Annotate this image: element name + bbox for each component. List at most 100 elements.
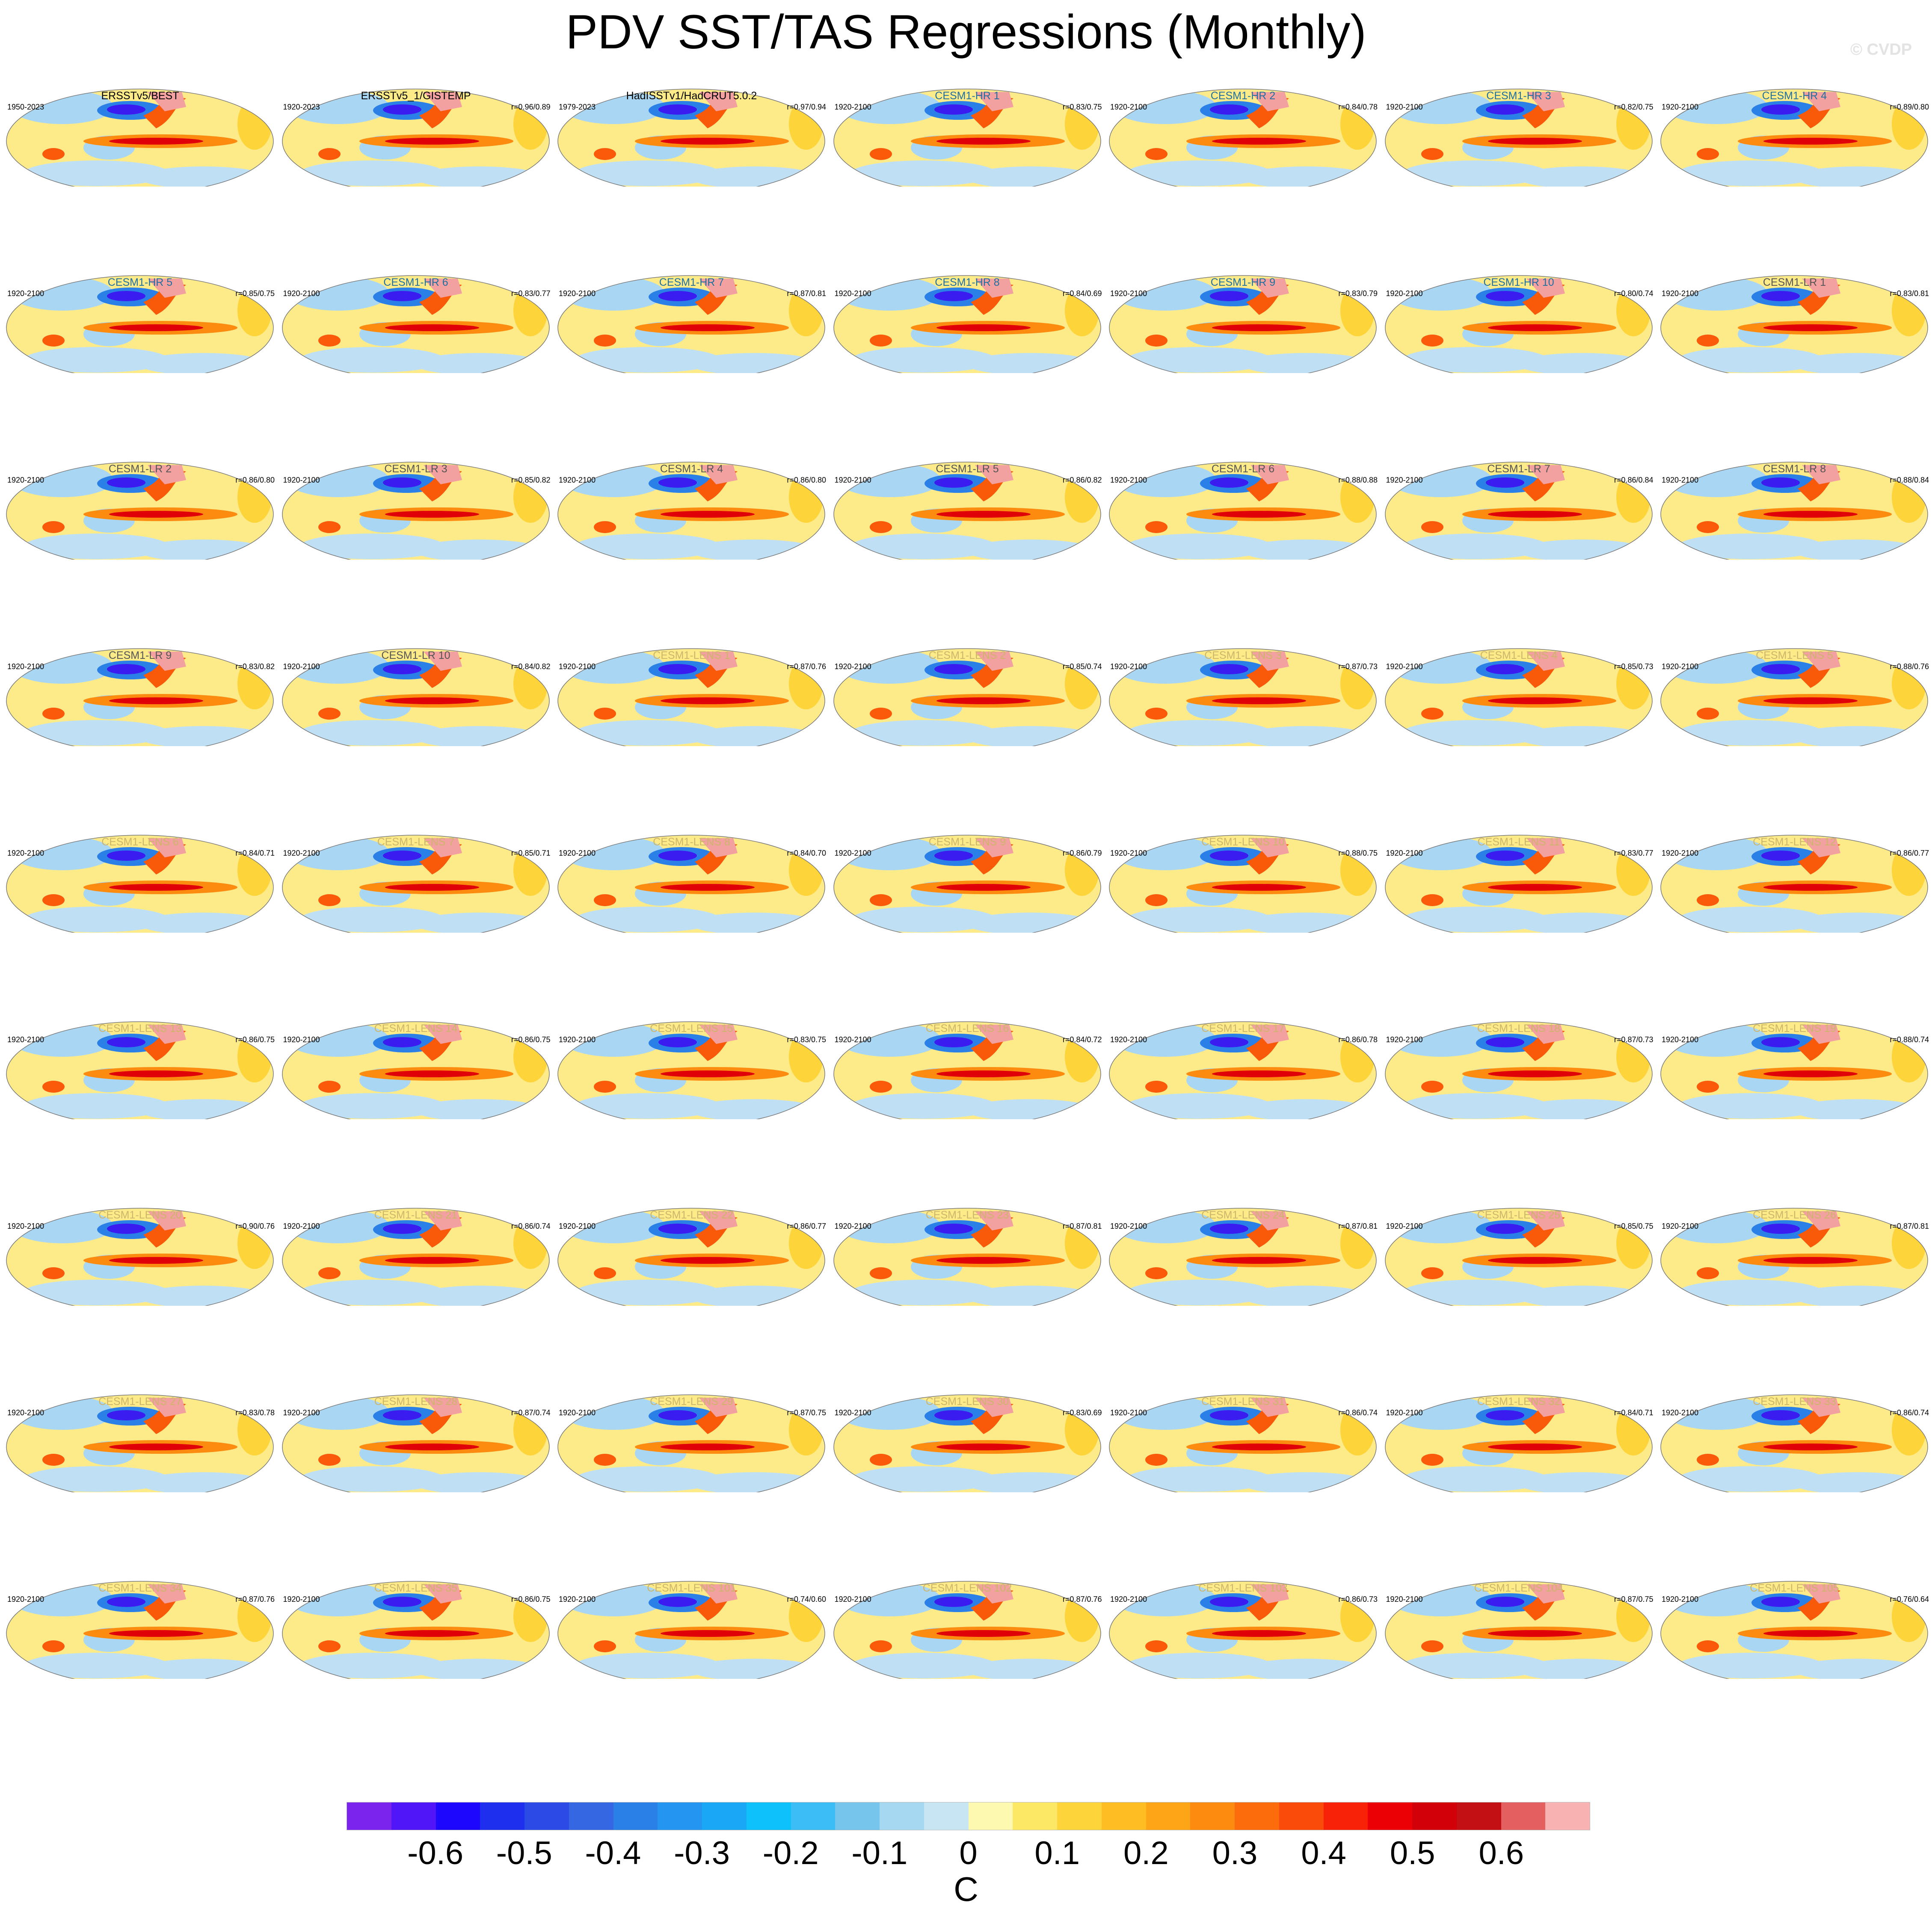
panel-correlation: r=0.86/0.75	[235, 1035, 275, 1044]
regression-map	[833, 462, 1101, 560]
panel-title: CESM1-LENS 30	[925, 1396, 1009, 1408]
regression-map	[557, 1021, 825, 1119]
panel-title: CESM1-LENS 1	[653, 649, 730, 661]
map-panel: CESM1-LENS 16 1920-2100 r=0.84/0.72	[830, 933, 1105, 1119]
panel-title: CESM1-HR 10	[1483, 276, 1554, 288]
map-panel: CESM1-LENS 102 1920-2100 r=0.87/0.76	[830, 1492, 1105, 1679]
map-panel: CESM1-LENS 10 1920-2100 r=0.88/0.75	[1105, 746, 1381, 933]
panel-title: CESM1-LENS 16	[925, 1023, 1009, 1035]
map-panel: CESM1-HR 6 1920-2100 r=0.83/0.77	[278, 187, 554, 373]
regression-map	[1660, 648, 1928, 746]
regression-map	[1109, 89, 1377, 187]
panel-period: 1920-2100	[834, 1408, 871, 1417]
panel-correlation: r=0.85/0.75	[235, 289, 275, 298]
panel-correlation: r=0.87/0.74	[511, 1408, 551, 1417]
panel-period: 1920-2100	[1110, 476, 1147, 484]
colorbar-cell	[436, 1802, 480, 1830]
map-panel: CESM1-LENS 32 1920-2100 r=0.84/0.71	[1381, 1306, 1657, 1492]
panel-period: 1920-2100	[7, 1222, 44, 1230]
colorbar-cell	[702, 1802, 747, 1830]
panel-title: CESM1-HR 6	[383, 276, 448, 288]
regression-map	[833, 1021, 1101, 1119]
panel-title: CESM1-HR 2	[1210, 90, 1276, 102]
map-panel: HadISSTv1/HadCRUT5.0.2 1979-2023 r=0.97/0.…	[554, 0, 830, 187]
colorbar-cell	[791, 1802, 836, 1830]
panel-title: CESM1-HR 7	[659, 276, 724, 288]
colorbar-tick-label: 0.3	[1212, 1835, 1258, 1871]
regression-map	[282, 1021, 550, 1119]
colorbar-cell	[524, 1802, 569, 1830]
panel-period: 1920-2100	[283, 849, 320, 857]
panel-correlation: r=0.88/0.84	[1890, 476, 1929, 484]
panel-period: 1920-2100	[1110, 1408, 1147, 1417]
panel-period: 1920-2100	[1662, 103, 1699, 111]
panel-period: 1920-2100	[1662, 289, 1699, 298]
panel-period: 1920-2100	[1110, 103, 1147, 111]
colorbar-tick-label: -0.3	[674, 1835, 730, 1871]
colorbar-tick-label: 0.6	[1479, 1835, 1524, 1871]
regression-map	[1109, 1581, 1377, 1679]
regression-map	[557, 1581, 825, 1679]
map-panel: CESM1-LENS 21 1920-2100 r=0.86/0.74	[278, 1119, 554, 1306]
regression-map	[833, 1581, 1101, 1679]
map-panel: CESM1-LENS 25 1920-2100 r=0.85/0.75	[1381, 1119, 1657, 1306]
map-panel: CESM1-LENS 103 1920-2100 r=0.86/0.73	[1105, 1492, 1381, 1679]
panel-grid: ERSSTv5/BEST 1950-2023 ERSSTv5_1/GISTEMP 19…	[2, 0, 1929, 1679]
panel-correlation: r=0.85/0.75	[1614, 1222, 1653, 1230]
map-panel: ERSSTv5_1/GISTEMP 1920-2023 r=0.96/0.89	[278, 0, 554, 187]
panel-correlation: r=0.83/0.78	[235, 1408, 275, 1417]
panel-title: CESM1-LENS 31	[1201, 1396, 1285, 1408]
panel-correlation: r=0.86/0.77	[787, 1222, 826, 1230]
panel-correlation: r=0.87/0.81	[1890, 1222, 1929, 1230]
panel-correlation: r=0.76/0.64	[1890, 1595, 1929, 1604]
map-panel: ERSSTv5/BEST 1950-2023	[2, 0, 278, 187]
regression-map	[1109, 1394, 1377, 1492]
panel-title: CESM1-LR 5	[936, 463, 999, 475]
regression-map	[1109, 835, 1377, 933]
map-panel: CESM1-LR 6 1920-2100 r=0.88/0.88	[1105, 373, 1381, 560]
panel-correlation: r=0.83/0.81	[1890, 289, 1929, 298]
regression-map	[1660, 1208, 1928, 1306]
panel-correlation: r=0.83/0.75	[1062, 103, 1102, 111]
panel-period: 1920-2100	[559, 476, 596, 484]
panel-title: CESM1-LENS 8	[653, 836, 730, 848]
panel-period: 1920-2100	[1386, 662, 1423, 671]
panel-title: CESM1-LENS 29	[650, 1396, 733, 1408]
panel-title: CESM1-LENS 24	[1201, 1209, 1285, 1221]
panel-title: CESM1-LENS 28	[374, 1396, 458, 1408]
colorbar-tick-label: -0.6	[407, 1835, 464, 1871]
panel-period: 1920-2100	[7, 1595, 44, 1604]
panel-title: CESM1-LENS 14	[374, 1023, 458, 1035]
panel-title: CESM1-LENS 7	[377, 836, 455, 848]
panel-period: 1920-2100	[1662, 1035, 1699, 1044]
colorbar-cell	[880, 1802, 924, 1830]
regression-map	[6, 1208, 274, 1306]
colorbar-tick-label: -0.2	[762, 1835, 819, 1871]
map-panel: CESM1-LENS 17 1920-2100 r=0.86/0.78	[1105, 933, 1381, 1119]
regression-map	[1384, 1581, 1653, 1679]
regression-map	[833, 835, 1101, 933]
panel-period: 1920-2100	[1662, 849, 1699, 857]
panel-period: 1920-2100	[1110, 289, 1147, 298]
regression-map	[1660, 1021, 1928, 1119]
panel-title: CESM1-LENS 10	[1201, 836, 1285, 848]
panel-correlation: r=0.84/0.71	[235, 849, 275, 857]
colorbar-tick-label: 0.5	[1390, 1835, 1435, 1871]
regression-map	[6, 648, 274, 746]
panel-title: CESM1-LENS 4	[1480, 649, 1558, 661]
panel-title: CESM1-LR 9	[108, 649, 172, 661]
panel-period: 1920-2100	[1110, 849, 1147, 857]
colorbar-cell	[1456, 1802, 1501, 1830]
panel-correlation: r=0.86/0.80	[787, 476, 826, 484]
panel-period: 1920-2100	[834, 1595, 871, 1604]
panel-title: CESM1-LENS 22	[650, 1209, 733, 1221]
panel-title: CESM1-LENS 12	[1753, 836, 1836, 848]
panel-correlation: r=0.87/0.81	[1062, 1222, 1102, 1230]
panel-period: 1920-2100	[834, 849, 871, 857]
map-panel: CESM1-LENS 22 1920-2100 r=0.86/0.77	[554, 1119, 830, 1306]
panel-correlation: r=0.86/0.74	[511, 1222, 551, 1230]
panel-title: CESM1-HR 3	[1486, 90, 1551, 102]
panel-period: 1920-2100	[559, 1222, 596, 1230]
panel-title: CESM1-LENS 3	[1204, 649, 1282, 661]
panel-title: CESM1-LENS 17	[1201, 1023, 1285, 1035]
